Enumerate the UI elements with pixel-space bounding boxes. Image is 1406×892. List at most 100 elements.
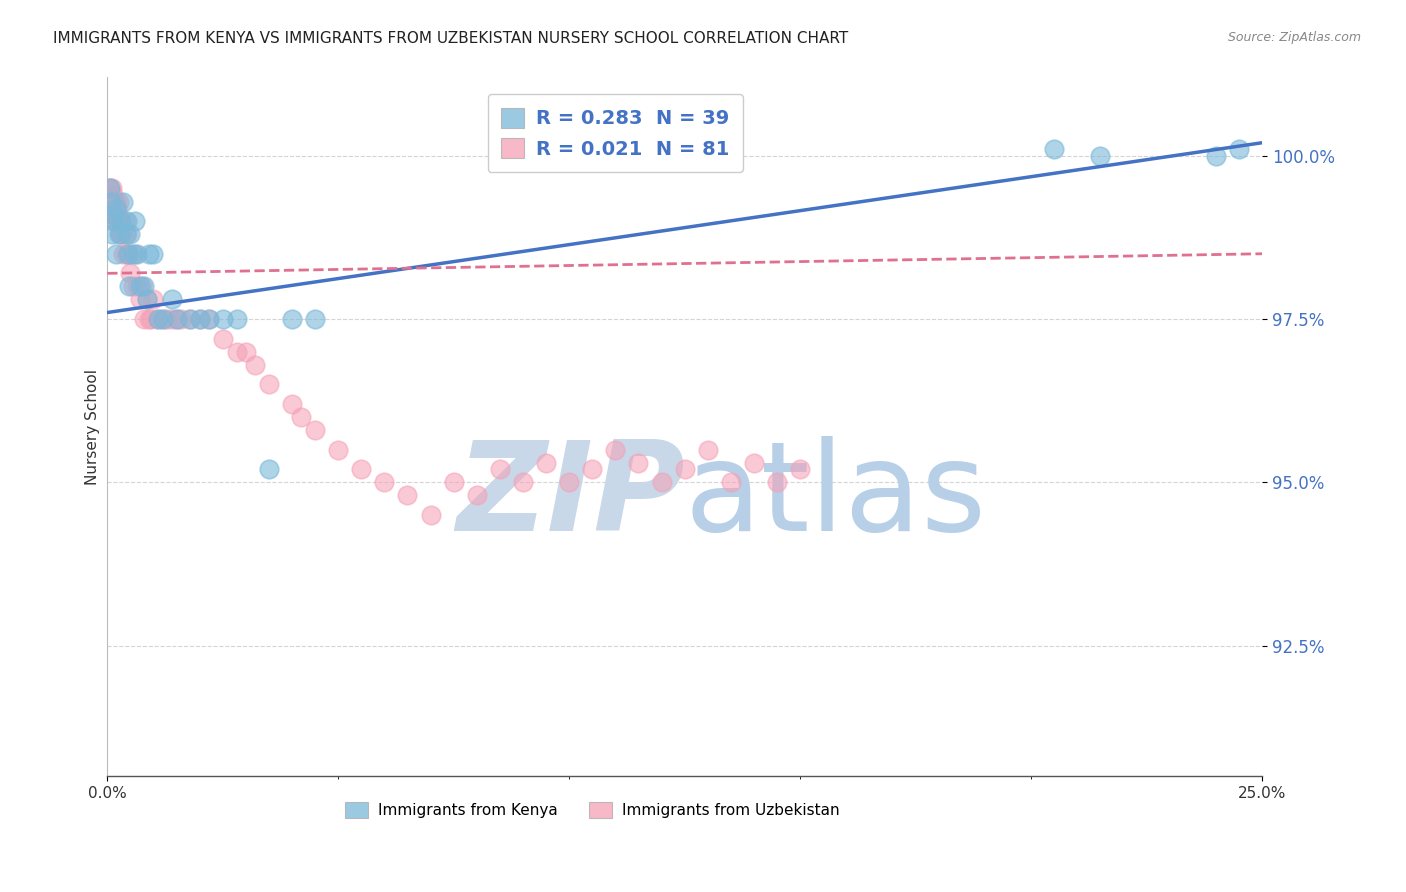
Point — [104, 194, 127, 209]
Point — [100, 201, 122, 215]
Point — [350, 462, 373, 476]
Point — [1043, 142, 1066, 156]
Point — [100, 188, 122, 202]
Point — [103, 194, 125, 209]
Point — [108, 214, 131, 228]
Point — [105, 201, 128, 215]
Point — [128, 279, 150, 293]
Point — [789, 462, 811, 476]
Point — [534, 456, 557, 470]
Point — [112, 246, 135, 260]
Point — [108, 227, 131, 242]
Point — [131, 279, 153, 293]
Y-axis label: Nursery School: Nursery School — [86, 368, 100, 485]
Point — [211, 332, 233, 346]
Point — [114, 214, 136, 228]
Point — [101, 227, 124, 242]
Point — [1090, 149, 1112, 163]
Point — [128, 293, 150, 307]
Point — [465, 488, 488, 502]
Point — [512, 475, 534, 490]
Point — [115, 214, 138, 228]
Point — [166, 312, 188, 326]
Point — [104, 201, 127, 215]
Point — [105, 208, 128, 222]
Point — [114, 246, 136, 260]
Point — [104, 246, 127, 260]
Point — [211, 312, 233, 326]
Point — [179, 312, 201, 326]
Text: atlas: atlas — [685, 436, 987, 558]
Point — [225, 344, 247, 359]
Point — [558, 475, 581, 490]
Point — [673, 462, 696, 476]
Point — [127, 246, 149, 260]
Point — [107, 194, 129, 209]
Point — [120, 266, 142, 280]
Point — [146, 312, 169, 326]
Point — [304, 312, 326, 326]
Point — [127, 279, 149, 293]
Point — [97, 181, 120, 195]
Point — [135, 293, 157, 307]
Point — [120, 227, 142, 242]
Point — [114, 227, 136, 242]
Point — [651, 475, 673, 490]
Point — [328, 442, 350, 457]
Point — [138, 246, 160, 260]
Point — [720, 475, 742, 490]
Point — [179, 312, 201, 326]
Point — [257, 462, 280, 476]
Point — [146, 312, 169, 326]
Point — [243, 358, 266, 372]
Point — [134, 279, 156, 293]
Point — [112, 194, 135, 209]
Text: Source: ZipAtlas.com: Source: ZipAtlas.com — [1227, 31, 1361, 45]
Point — [443, 475, 465, 490]
Point — [304, 423, 326, 437]
Point — [104, 214, 127, 228]
Point — [107, 201, 129, 215]
Point — [101, 214, 124, 228]
Point — [134, 312, 156, 326]
Point — [98, 194, 121, 209]
Point — [118, 246, 141, 260]
Point — [156, 312, 179, 326]
Point — [98, 181, 121, 195]
Point — [198, 312, 221, 326]
Point — [103, 188, 125, 202]
Point — [117, 246, 139, 260]
Point — [235, 344, 257, 359]
Point — [100, 194, 122, 209]
Point — [742, 456, 765, 470]
Point — [139, 312, 162, 326]
Legend: Immigrants from Kenya, Immigrants from Uzbekistan: Immigrants from Kenya, Immigrants from U… — [339, 797, 846, 824]
Point — [152, 312, 174, 326]
Point — [290, 410, 312, 425]
Point — [605, 442, 627, 457]
Point — [107, 208, 129, 222]
Point — [105, 214, 128, 228]
Point — [373, 475, 395, 490]
Text: ZIP: ZIP — [456, 436, 685, 558]
Point — [166, 312, 188, 326]
Point — [100, 201, 122, 215]
Point — [110, 227, 132, 242]
Point — [142, 293, 165, 307]
Point — [110, 214, 132, 228]
Point — [257, 377, 280, 392]
Point — [138, 312, 160, 326]
Point — [115, 227, 138, 242]
Point — [170, 312, 193, 326]
Point — [160, 312, 183, 326]
Point — [98, 181, 121, 195]
Point — [627, 456, 650, 470]
Point — [198, 312, 221, 326]
Point — [121, 279, 143, 293]
Point — [121, 246, 143, 260]
Point — [111, 227, 134, 242]
Point — [105, 201, 128, 215]
Point — [124, 246, 146, 260]
Point — [124, 214, 146, 228]
Point — [101, 201, 124, 215]
